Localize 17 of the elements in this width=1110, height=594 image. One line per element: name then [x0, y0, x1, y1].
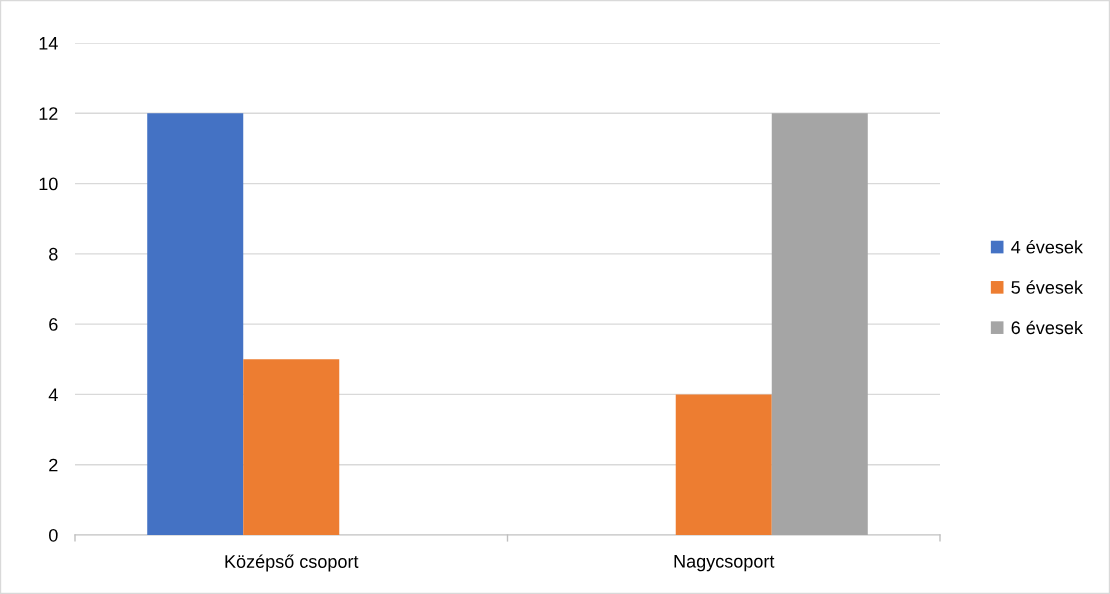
legend-label: 5 évesek — [1011, 280, 1083, 294]
legend-label: 6 évesek — [1011, 320, 1083, 335]
bar — [147, 113, 244, 535]
legend-label: 4 évesek — [1011, 240, 1083, 254]
bar — [771, 113, 868, 535]
bar — [243, 359, 340, 535]
y-tick-label: 12 — [39, 107, 58, 120]
y-tick-label: 14 — [39, 37, 58, 50]
y-tick-label: 4 — [48, 388, 58, 401]
y-tick-label: 10 — [39, 177, 58, 191]
y-tick-label: 8 — [49, 247, 58, 261]
x-tick-label: Középső csoport — [225, 554, 359, 572]
y-tick-label: 6 — [49, 318, 58, 331]
bar — [675, 394, 772, 535]
x-tick-label: Nagycsoport — [674, 555, 775, 572]
y-tick-label: 0 — [49, 528, 58, 542]
y-tick-label: 2 — [49, 458, 58, 472]
